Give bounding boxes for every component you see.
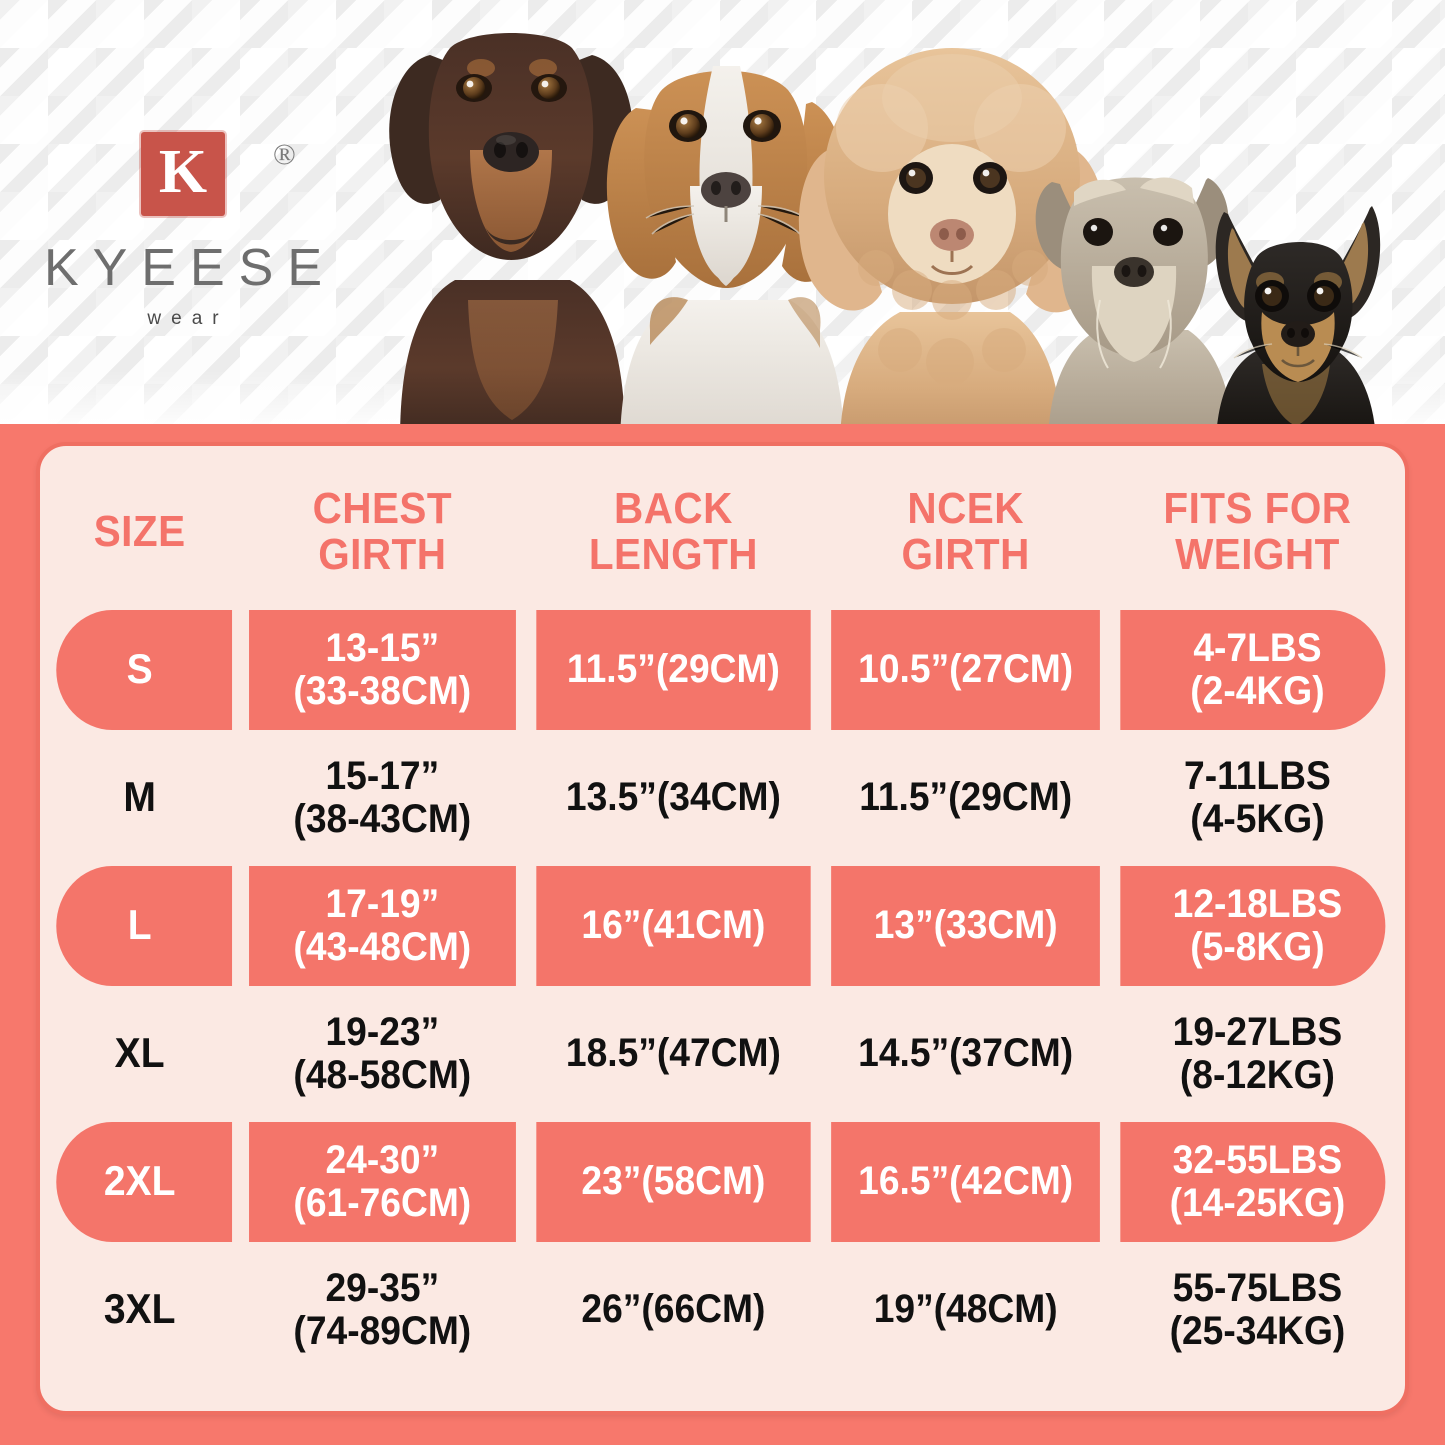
cell-fits-for-weight: 12-18LBS (5-8KG) xyxy=(1120,862,1394,990)
column-header-chest-girth: CHEST GIRTH xyxy=(312,484,453,579)
column-header-fits-for-weight: FITS FOR WEIGHT xyxy=(1163,484,1352,579)
cell-chest-girth: 19-23” (48-58CM) xyxy=(293,1010,472,1097)
cell-size: M xyxy=(123,773,156,821)
brand-logo: K ® KYEESE wear xyxy=(18,132,348,347)
cell-chest-girth: 29-35” (74-89CM) xyxy=(293,1266,472,1353)
hero-banner: K ® KYEESE wear xyxy=(0,0,1445,460)
cell-back-length: 18.5”(47CM) xyxy=(565,1031,781,1076)
cell-size: 2XL xyxy=(47,1118,233,1246)
cell-fits-for-weight: 4-7LBS (2-4KG) xyxy=(1120,606,1394,734)
cell-neck-girth: 13”(33CM) xyxy=(830,862,1101,990)
table-row[interactable]: 2XL 24-30” (61-76CM) 23”(58CM) 16.5”(42C… xyxy=(40,1118,1405,1246)
logo-k-mark: K xyxy=(141,132,225,216)
cell-neck-girth: 16.5”(42CM) xyxy=(830,1118,1101,1246)
cell-size: 3XL xyxy=(103,1285,176,1333)
column-header-neck-girth: NCEK GIRTH xyxy=(901,484,1030,579)
table-row[interactable]: L 17-19” (43-48CM) 16”(41CM) 13”(33CM) 1… xyxy=(40,862,1405,990)
cell-fits-for-weight: 32-55LBS (14-25KG) xyxy=(1120,1118,1394,1246)
dog-lineup-image xyxy=(0,0,1445,460)
table-body: S 13-15” (33-38CM) 11.5”(29CM) 10.5”(27C… xyxy=(40,606,1405,1374)
table-row[interactable]: 3XL 29-35” (74-89CM) 26”(66CM) 19”(48CM)… xyxy=(40,1246,1405,1374)
cell-back-length: 11.5”(29CM) xyxy=(536,606,811,734)
cell-back-length: 16”(41CM) xyxy=(536,862,811,990)
dog-doberman xyxy=(389,33,633,440)
header-row: SIZE CHEST GIRTH BACK LENGTH NCEK GIRTH … xyxy=(40,446,1405,606)
dog-beagle xyxy=(606,66,849,440)
size-chart-card: SIZE CHEST GIRTH BACK LENGTH NCEK GIRTH … xyxy=(36,442,1409,1415)
registered-trademark-icon: ® xyxy=(273,138,296,171)
cell-size: XL xyxy=(114,1029,165,1077)
cell-size: S xyxy=(47,606,233,734)
table-row[interactable]: M 15-17” (38-43CM) 13.5”(34CM) 11.5”(29C… xyxy=(40,734,1405,862)
cell-chest-girth: 24-30” (61-76CM) xyxy=(249,1118,516,1246)
cell-back-length: 26”(66CM) xyxy=(581,1287,766,1332)
table-row[interactable]: S 13-15” (33-38CM) 11.5”(29CM) 10.5”(27C… xyxy=(40,606,1405,734)
column-header-back-length: BACK LENGTH xyxy=(588,484,758,579)
cell-neck-girth: 10.5”(27CM) xyxy=(830,606,1101,734)
dog-poodle xyxy=(798,48,1107,440)
dog-chihuahua xyxy=(1215,206,1381,440)
table-row[interactable]: XL 19-23” (48-58CM) 18.5”(47CM) 14.5”(37… xyxy=(40,990,1405,1118)
cell-chest-girth: 15-17” (38-43CM) xyxy=(293,754,472,841)
cell-fits-for-weight: 19-27LBS (8-12KG) xyxy=(1172,1010,1343,1097)
table-header: SIZE CHEST GIRTH BACK LENGTH NCEK GIRTH … xyxy=(40,446,1405,606)
brand-wordmark: KYEESE xyxy=(43,239,337,297)
cell-size: L xyxy=(47,862,233,990)
cell-neck-girth: 14.5”(37CM) xyxy=(857,1031,1073,1076)
cell-fits-for-weight: 7-11LBS (4-5KG) xyxy=(1184,754,1331,841)
cell-neck-girth: 19”(48CM) xyxy=(873,1287,1058,1332)
cell-neck-girth: 11.5”(29CM) xyxy=(858,775,1072,820)
brand-tagline: wear xyxy=(147,308,229,329)
cell-chest-girth: 17-19” (43-48CM) xyxy=(249,862,516,990)
logo-mark-letter: K xyxy=(158,138,208,206)
column-header-size: SIZE xyxy=(93,506,186,556)
cell-fits-for-weight: 55-75LBS (25-34KG) xyxy=(1169,1266,1346,1353)
dog-schnauzer xyxy=(1035,177,1234,440)
cell-back-length: 13.5”(34CM) xyxy=(565,775,781,820)
cell-back-length: 23”(58CM) xyxy=(536,1118,811,1246)
size-chart-table: SIZE CHEST GIRTH BACK LENGTH NCEK GIRTH … xyxy=(40,446,1405,1374)
cell-chest-girth: 13-15” (33-38CM) xyxy=(249,606,516,734)
